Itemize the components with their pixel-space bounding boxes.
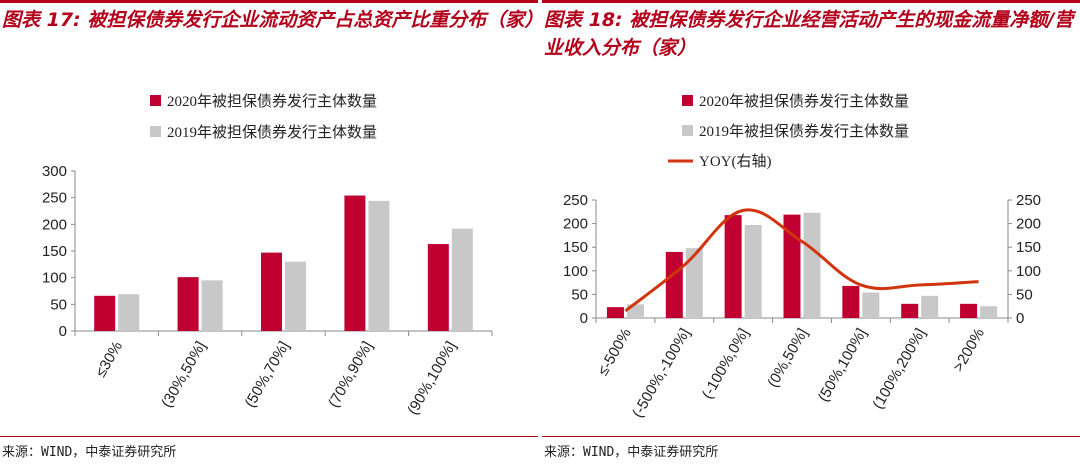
legend-swatch: [682, 125, 693, 136]
legend-label: YOY(右轴): [699, 153, 772, 170]
top-rule: [542, 0, 1080, 3]
y2-tick-label: 50: [1016, 286, 1033, 303]
y-tick-label: 100: [563, 263, 588, 280]
chart-title: 图表 17: 被担保债券发行企业流动资产占总资产比重分布（家）: [2, 9, 544, 31]
x-tick-label: (50%,70%]: [242, 339, 293, 411]
bar-2019: [980, 306, 998, 318]
bar-2019: [685, 248, 703, 318]
bar-2020: [783, 214, 801, 318]
y-tick-label: 250: [563, 192, 588, 209]
y-tick-label: 200: [563, 216, 588, 233]
y2-tick-label: 100: [1016, 263, 1041, 280]
left-bar-chart: 2020年被担保债券发行主体数量 2019年被担保债券发行主体数量 0 50 100 15…: [42, 93, 493, 418]
bar-2019: [803, 212, 821, 318]
bar-2020: [665, 251, 683, 318]
y-tick-label: 150: [42, 243, 67, 260]
bar-2019: [201, 280, 223, 331]
source-note: 来源：WIND，中泰证券研究所: [2, 445, 177, 460]
top-rule: [0, 0, 538, 3]
x-tick-label: (100%,200%]: [869, 326, 929, 412]
x-tick-label: >200%: [950, 326, 988, 375]
y-tick-label: 50: [50, 296, 67, 313]
bar-2019: [451, 228, 473, 331]
bar-2019: [285, 261, 306, 331]
bar-2019: [368, 200, 390, 331]
bar-2020: [94, 295, 116, 331]
y2-tick-label: 200: [1016, 216, 1041, 233]
chart-title: 图表 18: 被担保债券发行企业经营活动产生的现金流量净额/营业收入分布（家）: [544, 9, 1074, 59]
bar-2020: [960, 303, 978, 318]
bar-2019: [744, 225, 762, 318]
y-tick-label: 150: [563, 239, 588, 256]
x-tick-label: (-500%,-100%]: [629, 326, 694, 421]
bar-2020: [842, 285, 860, 318]
y2-tick-label: 0: [1016, 310, 1024, 327]
x-tick-label: (0%,50%]: [764, 326, 811, 391]
bar-2019: [921, 295, 939, 318]
legend-swatch: [682, 95, 693, 106]
x-tick-label: (50%,100%]: [815, 326, 871, 405]
y-tick-label: 0: [580, 310, 588, 327]
bar-2019: [862, 292, 880, 318]
x-tick-label: (-100%,0%]: [699, 326, 753, 402]
source-note: 来源：WIND，中泰证券研究所: [544, 445, 719, 460]
y-tick-label: 0: [59, 323, 67, 340]
x-tick-label: ≤-500%: [594, 326, 635, 379]
bar-2020: [901, 303, 919, 318]
legend-label: 2019年被担保债券发行主体数量: [167, 124, 377, 141]
footer-rule: [542, 436, 1080, 437]
footer-rule: [0, 436, 538, 437]
yoy-line: [624, 208, 979, 313]
x-tick-label: (30%,50%]: [158, 339, 209, 411]
legend-swatch: [150, 95, 161, 106]
left-chart-panel: 图表 17: 被担保债券发行企业流动资产占总资产比重分布（家） 2020年被担保…: [0, 0, 544, 465]
y2-tick-label: 250: [1016, 192, 1041, 209]
legend-label: 2019年被担保债券发行主体数量: [699, 123, 909, 140]
x-tick-label: ≤30%: [92, 339, 126, 381]
bar-2020: [261, 252, 282, 331]
y-tick-label: 100: [42, 270, 67, 287]
y-tick-label: 200: [42, 216, 67, 233]
y-tick-label: 50: [571, 286, 588, 303]
y2-tick-label: 150: [1016, 239, 1041, 256]
bar-2020: [724, 215, 742, 318]
bar-2020: [427, 244, 449, 331]
legend-swatch: [150, 126, 161, 137]
bar-2020: [344, 195, 366, 331]
right-combo-chart: 2020年被担保债券发行主体数量 2019年被担保债券发行主体数量 YOY(右轴) 0…: [563, 93, 1041, 421]
legend-label: 2020年被担保债券发行主体数量: [699, 93, 909, 110]
bar-2020: [177, 277, 199, 331]
right-chart-panel: 图表 18: 被担保债券发行企业经营活动产生的现金流量净额/营业收入分布（家） …: [542, 0, 1080, 465]
x-tick-label: (70%,90%]: [325, 339, 376, 411]
bar-2020: [606, 307, 624, 318]
x-tick-label: (90%,100%]: [404, 339, 460, 418]
legend-label: 2020年被担保债券发行主体数量: [167, 93, 377, 110]
y-tick-label: 300: [42, 163, 67, 180]
bar-2019: [118, 294, 140, 331]
y-tick-label: 250: [42, 190, 67, 207]
